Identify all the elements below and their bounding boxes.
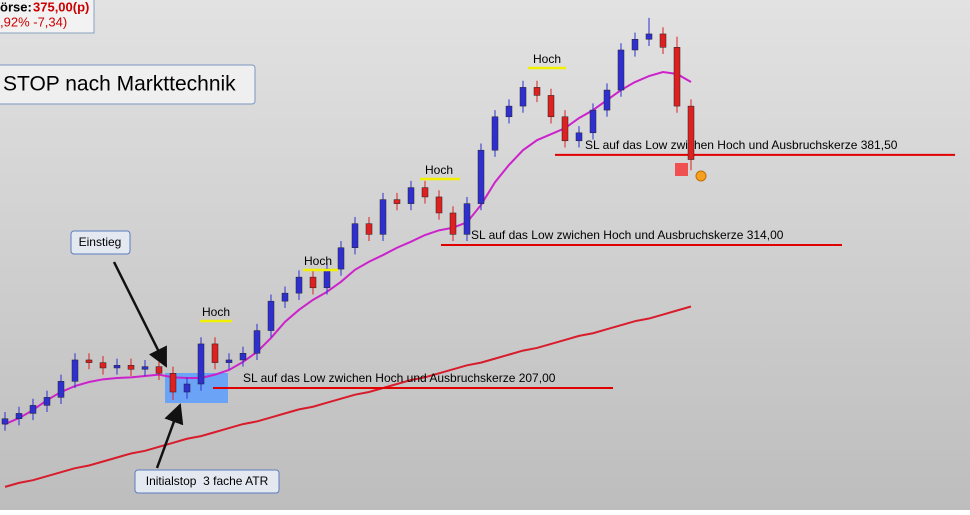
marker	[695, 170, 707, 182]
candle-body	[295, 276, 303, 294]
arrow	[112, 261, 168, 368]
candle-body	[407, 187, 415, 204]
candle-body	[281, 292, 289, 302]
moving-average	[4, 305, 692, 488]
candle-body	[211, 343, 219, 363]
moving-average	[4, 70, 692, 426]
candle-body	[309, 276, 317, 289]
candle-body	[1, 418, 9, 425]
candle-body	[141, 366, 149, 370]
candle-body	[29, 405, 37, 414]
candle-body	[687, 105, 695, 160]
candle-body	[631, 39, 639, 51]
candle-body	[519, 87, 527, 107]
candle-body	[183, 383, 191, 393]
annotation: Hoch	[202, 305, 230, 319]
stop-loss-label: SL auf das Low zwichen Hoch und Ausbruch…	[585, 138, 898, 152]
info-label: örse:	[0, 0, 32, 14]
candle-body	[99, 362, 107, 369]
candle-body	[435, 196, 443, 214]
candle-body	[617, 49, 625, 91]
candle-body	[197, 343, 205, 385]
candle-body	[351, 223, 359, 248]
candle-body	[113, 365, 121, 369]
candle-body	[365, 223, 373, 235]
candle-body	[127, 365, 135, 370]
candle-body	[15, 413, 23, 419]
candle-body	[337, 247, 345, 270]
stop-loss-label: SL auf das Low zwichen Hoch und Ausbruch…	[471, 228, 784, 242]
info-price: 375,00(p)	[33, 0, 89, 14]
candle-body	[421, 187, 429, 198]
candle-body	[155, 366, 163, 374]
candle-body	[575, 132, 583, 142]
callout-box	[70, 230, 131, 255]
candle-body	[589, 109, 597, 134]
candle-body	[267, 300, 275, 331]
candle-body	[225, 359, 233, 363]
arrow	[155, 403, 184, 469]
annotation: Hoch	[533, 52, 561, 66]
candle-body	[659, 33, 667, 48]
annotation: Hoch	[425, 163, 453, 177]
candle-body	[603, 89, 611, 111]
candle-body	[477, 149, 485, 204]
candle-body	[253, 330, 261, 354]
entry-callout: Einstieg	[79, 235, 122, 249]
candle-body	[561, 116, 569, 142]
title-box	[0, 64, 256, 105]
plot: SL auf das Low zwichen Hoch und Ausbruch…	[1, 17, 955, 488]
candle-body	[239, 353, 247, 361]
marker	[675, 163, 688, 176]
candle-body	[393, 199, 401, 204]
candle-body	[491, 116, 499, 151]
candle-body	[547, 95, 555, 118]
candle-body	[85, 359, 93, 363]
candle-body	[323, 268, 331, 289]
stop-loss-label: SL auf das Low zwichen Hoch und Ausbruch…	[243, 371, 556, 385]
annotation: Hoch	[304, 254, 332, 268]
candle-body	[43, 397, 51, 406]
candle-body	[169, 373, 177, 393]
candle-body	[379, 199, 387, 235]
candle-body	[71, 359, 79, 382]
info-box	[0, 0, 95, 34]
candle-body	[533, 87, 541, 96]
candle-body	[505, 105, 513, 118]
candle-body	[449, 212, 457, 235]
candle-body	[645, 33, 653, 40]
candle-body	[673, 47, 681, 107]
candle-body	[463, 203, 471, 235]
chart-title: STOP nach Markttechnik	[3, 73, 236, 96]
info-change: ,92% -7,34)	[0, 14, 67, 29]
candle-body	[57, 381, 65, 398]
stop-callout: Initialstop 3 fache ATR	[146, 474, 269, 488]
callout-box	[134, 469, 280, 494]
